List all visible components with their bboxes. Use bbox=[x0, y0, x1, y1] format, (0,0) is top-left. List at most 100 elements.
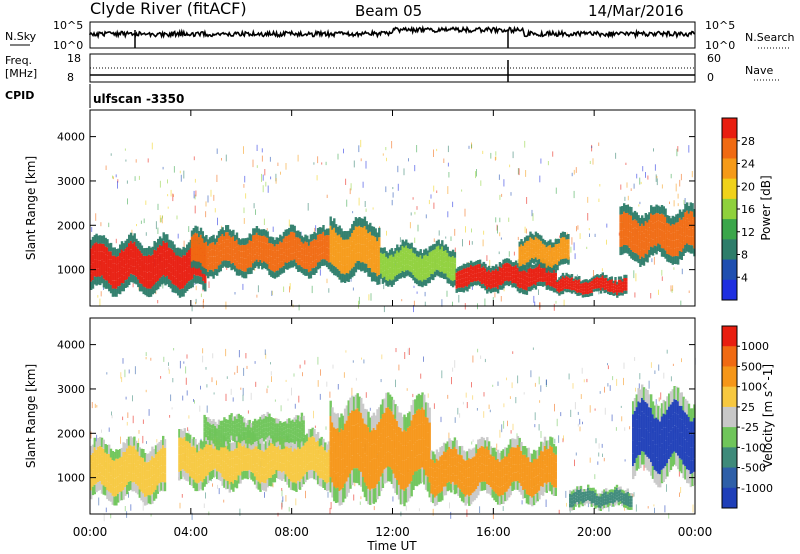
power-echo-cell bbox=[221, 234, 224, 241]
velocity-speckle bbox=[242, 387, 244, 396]
power-echo-cell bbox=[148, 280, 151, 289]
power-speckle bbox=[176, 215, 178, 220]
velocity-echo-cell bbox=[313, 470, 316, 480]
power-echo-cell bbox=[315, 233, 318, 240]
power-echo-cell bbox=[466, 262, 469, 268]
velocity-echo-cell bbox=[225, 428, 228, 433]
power-echo-cell bbox=[194, 247, 197, 255]
power-echo-cell bbox=[523, 275, 527, 281]
velocity-echo-cell bbox=[385, 452, 388, 468]
power-echo-cell bbox=[466, 277, 469, 282]
velocity-echo-cell bbox=[205, 425, 208, 430]
power-echo-cell bbox=[478, 268, 482, 273]
velocity-echo-cell bbox=[158, 466, 161, 476]
velocity-echo-cell bbox=[237, 450, 240, 459]
power-echo-cell bbox=[554, 239, 557, 245]
power-echo-cell bbox=[563, 242, 566, 248]
power-echo-cell bbox=[560, 279, 563, 283]
velocity-echo-cell bbox=[223, 417, 226, 423]
power-echo-cell bbox=[351, 250, 354, 260]
velocity-echo-cell bbox=[291, 431, 295, 435]
power-speckle bbox=[134, 176, 136, 181]
power-echo-cell bbox=[137, 264, 140, 272]
velocity-echo-cell bbox=[477, 448, 480, 459]
velocity-echo-cell bbox=[410, 481, 413, 497]
velocity-echo-cell bbox=[428, 437, 431, 453]
velocity-echo-cell bbox=[486, 484, 489, 494]
velocity-echo-cell bbox=[208, 455, 212, 464]
velocity-echo-cell bbox=[397, 455, 401, 471]
power-echo-cell bbox=[133, 241, 136, 251]
velocity-echo-cell bbox=[248, 443, 251, 449]
power-speckle bbox=[270, 176, 272, 180]
power-echo-cell bbox=[451, 281, 455, 288]
power-speckle bbox=[372, 207, 374, 210]
velocity-echo-cell bbox=[196, 452, 199, 461]
velocity-echo-cell bbox=[279, 462, 282, 471]
velocity-speckle bbox=[472, 355, 474, 363]
velocity-echo-cell bbox=[241, 446, 244, 455]
velocity-echo-cell bbox=[414, 471, 417, 486]
velocity-echo-cell bbox=[144, 453, 147, 462]
power-speckle bbox=[135, 159, 137, 163]
velocity-echo-cell bbox=[230, 466, 233, 475]
velocity-echo-cell bbox=[282, 426, 286, 431]
velocity-echo-cell bbox=[468, 496, 471, 506]
velocity-echo-cell bbox=[223, 422, 226, 428]
power-echo-cell bbox=[243, 258, 246, 265]
velocity-echo-cell bbox=[187, 441, 190, 450]
power-echo-cell bbox=[208, 250, 212, 257]
power-echo-cell bbox=[525, 272, 529, 277]
velocity-echo-cell bbox=[264, 420, 268, 424]
power-echo-cell bbox=[167, 247, 171, 256]
velocity-echo-cell bbox=[253, 418, 257, 424]
power-echo-cell bbox=[315, 246, 318, 254]
velocity-speckle bbox=[281, 490, 283, 497]
velocity-speckle bbox=[395, 348, 397, 353]
velocity-echo-cell bbox=[307, 462, 311, 471]
power-echo-cell bbox=[241, 257, 244, 265]
power-echo-cell bbox=[419, 267, 422, 274]
velocity-speckle bbox=[105, 507, 107, 513]
velocity-echo-cell bbox=[471, 448, 475, 458]
power-echo-cell bbox=[151, 254, 154, 263]
power-echo-cell bbox=[363, 235, 367, 245]
power-echo-cell bbox=[171, 283, 174, 293]
power-speckle bbox=[639, 201, 641, 205]
power-echo-cell bbox=[635, 237, 638, 246]
power-echo-cell bbox=[408, 260, 412, 266]
power-echo-cell bbox=[552, 278, 556, 283]
power-echo-cell bbox=[316, 228, 320, 235]
velocity-echo-cell bbox=[154, 480, 158, 490]
power-colorbar-swatch bbox=[722, 158, 737, 180]
velocity-echo-cell bbox=[356, 393, 359, 409]
velocity-echo-cell bbox=[126, 466, 129, 476]
velocity-echo-cell bbox=[473, 491, 476, 501]
velocity-speckle bbox=[272, 483, 274, 488]
velocity-echo-cell bbox=[210, 428, 213, 433]
power-echo-cell bbox=[178, 273, 182, 282]
power-echo-cell bbox=[289, 253, 293, 261]
power-speckle bbox=[445, 236, 447, 239]
power-echo-cell bbox=[468, 267, 471, 272]
velocity-speckle bbox=[212, 353, 214, 359]
velocity-echo-cell bbox=[250, 423, 253, 428]
power-echo-cell bbox=[616, 284, 619, 288]
power-echo-cell bbox=[131, 243, 135, 252]
power-echo-cell bbox=[232, 229, 235, 237]
power-echo-cell bbox=[379, 273, 383, 279]
velocity-echo-cell bbox=[397, 485, 401, 500]
power-echo-cell bbox=[525, 257, 529, 263]
power-speckle bbox=[438, 230, 440, 236]
velocity-echo-cell bbox=[334, 428, 338, 444]
velocity-echo-cell bbox=[106, 444, 109, 454]
power-echo-cell bbox=[217, 258, 221, 266]
power-echo-cell bbox=[162, 232, 165, 241]
velocity-echo-cell bbox=[201, 449, 204, 458]
power-echo-cell bbox=[668, 254, 671, 263]
power-speckle bbox=[350, 183, 352, 191]
velocity-echo-cell bbox=[252, 421, 255, 426]
power-echo-cell bbox=[146, 280, 149, 289]
power-echo-cell bbox=[369, 267, 372, 277]
power-echo-cell bbox=[534, 276, 538, 281]
